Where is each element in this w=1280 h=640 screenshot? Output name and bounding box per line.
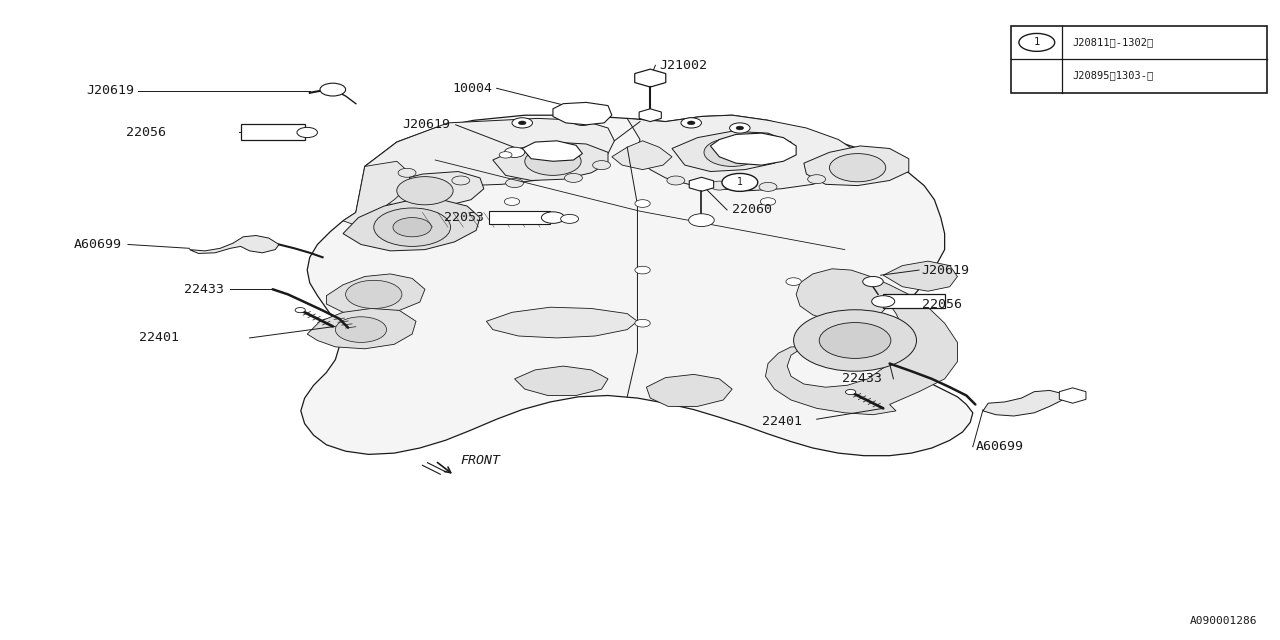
Polygon shape	[765, 269, 957, 415]
Text: 1: 1	[1034, 37, 1039, 47]
Text: 22433: 22433	[842, 372, 882, 385]
Circle shape	[452, 176, 470, 185]
Circle shape	[730, 123, 750, 133]
Text: 1: 1	[737, 177, 742, 188]
Polygon shape	[371, 172, 484, 208]
Circle shape	[499, 152, 512, 158]
Bar	[241, 124, 305, 140]
Circle shape	[794, 310, 916, 371]
Circle shape	[579, 118, 586, 122]
Circle shape	[786, 278, 801, 285]
Circle shape	[296, 308, 306, 313]
Circle shape	[710, 181, 728, 190]
Bar	[883, 294, 945, 308]
Text: J20895（1303-）: J20895（1303-）	[1073, 70, 1153, 81]
Circle shape	[398, 168, 416, 177]
Circle shape	[704, 138, 760, 166]
Circle shape	[829, 154, 886, 182]
Circle shape	[863, 276, 883, 287]
Polygon shape	[493, 142, 608, 180]
Polygon shape	[627, 115, 858, 191]
Polygon shape	[343, 161, 410, 225]
Text: A60699: A60699	[73, 238, 122, 251]
Circle shape	[846, 390, 856, 395]
Text: J20619: J20619	[922, 264, 970, 276]
Circle shape	[504, 147, 525, 157]
Circle shape	[635, 266, 650, 274]
Circle shape	[512, 118, 532, 128]
Polygon shape	[365, 118, 614, 186]
Text: 22056: 22056	[922, 298, 961, 310]
Circle shape	[687, 121, 695, 125]
Text: 10004: 10004	[453, 82, 493, 95]
Circle shape	[564, 173, 582, 182]
Polygon shape	[301, 115, 973, 456]
Polygon shape	[646, 374, 732, 406]
Text: FRONT: FRONT	[461, 454, 500, 467]
Circle shape	[681, 118, 701, 128]
Circle shape	[635, 200, 650, 207]
Polygon shape	[804, 146, 909, 186]
Circle shape	[808, 175, 826, 184]
Circle shape	[525, 147, 581, 175]
Polygon shape	[189, 236, 279, 253]
Text: A60699: A60699	[975, 440, 1024, 453]
Circle shape	[541, 212, 564, 223]
Circle shape	[872, 296, 895, 307]
Text: 22433: 22433	[184, 283, 224, 296]
Polygon shape	[307, 308, 416, 349]
Text: J20811（-1302）: J20811（-1302）	[1073, 36, 1153, 47]
Circle shape	[736, 126, 744, 130]
Polygon shape	[486, 307, 637, 338]
Text: 22056: 22056	[127, 126, 166, 139]
Text: J21002: J21002	[659, 59, 708, 72]
Polygon shape	[343, 200, 480, 251]
Circle shape	[335, 317, 387, 342]
Text: 22060: 22060	[732, 204, 772, 216]
Text: J20619: J20619	[87, 84, 134, 97]
Text: 22401: 22401	[762, 415, 801, 428]
Text: 22053: 22053	[444, 211, 484, 224]
Circle shape	[836, 163, 854, 172]
Circle shape	[346, 280, 402, 308]
Circle shape	[667, 176, 685, 185]
Text: A090001286: A090001286	[1189, 616, 1257, 626]
Polygon shape	[612, 141, 672, 170]
Circle shape	[374, 208, 451, 246]
Circle shape	[759, 182, 777, 191]
Polygon shape	[326, 274, 425, 315]
Circle shape	[819, 323, 891, 358]
Polygon shape	[522, 141, 582, 161]
Polygon shape	[672, 131, 791, 172]
Circle shape	[760, 198, 776, 205]
Circle shape	[518, 121, 526, 125]
Circle shape	[561, 214, 579, 223]
Bar	[1011, 26, 1267, 93]
Text: J20619: J20619	[402, 118, 451, 131]
Circle shape	[1019, 33, 1055, 51]
Polygon shape	[883, 261, 957, 291]
Circle shape	[722, 173, 758, 191]
Text: 22401: 22401	[140, 332, 179, 344]
Polygon shape	[983, 390, 1062, 416]
Bar	[489, 211, 550, 224]
Circle shape	[393, 218, 431, 237]
Circle shape	[297, 127, 317, 138]
Circle shape	[504, 198, 520, 205]
Polygon shape	[553, 102, 612, 125]
Circle shape	[689, 214, 714, 227]
Circle shape	[397, 177, 453, 205]
Circle shape	[506, 179, 524, 188]
Circle shape	[320, 83, 346, 96]
Circle shape	[593, 161, 611, 170]
Polygon shape	[515, 366, 608, 396]
Circle shape	[572, 115, 593, 125]
Polygon shape	[710, 133, 796, 165]
Circle shape	[635, 319, 650, 327]
